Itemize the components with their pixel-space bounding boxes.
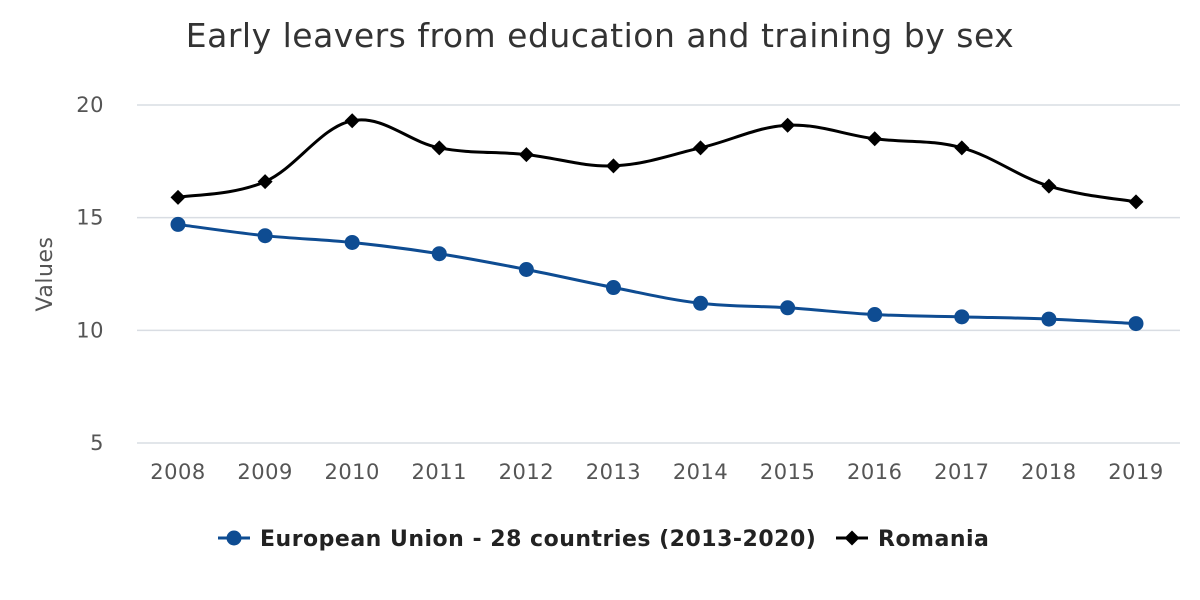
series-group bbox=[170, 113, 1144, 332]
data-point[interactable] bbox=[954, 140, 970, 156]
legend-label: Romania bbox=[878, 527, 989, 552]
x-tick-label: 2015 bbox=[760, 460, 815, 484]
data-point[interactable] bbox=[1128, 316, 1144, 332]
data-point[interactable] bbox=[1041, 178, 1057, 194]
legend-item[interactable]: Romania bbox=[836, 527, 989, 552]
data-point[interactable] bbox=[780, 300, 796, 316]
x-tick-label: 2009 bbox=[237, 460, 292, 484]
data-point[interactable] bbox=[693, 140, 709, 156]
data-point[interactable] bbox=[257, 174, 273, 190]
data-point[interactable] bbox=[344, 113, 360, 129]
data-point[interactable] bbox=[518, 261, 534, 277]
data-point[interactable] bbox=[867, 307, 883, 323]
x-tick-label: 2018 bbox=[1021, 460, 1076, 484]
y-tick-label: 10 bbox=[76, 318, 104, 342]
x-tick-label: 2017 bbox=[934, 460, 989, 484]
y-axis-ticks: 5 10 15 20 bbox=[76, 93, 104, 455]
y-tick-label: 20 bbox=[76, 93, 104, 117]
x-axis-ticks: 2008 2009 2010 2011 2012 2013 2014 2015 2016 2017… bbox=[150, 460, 1163, 484]
series-romania bbox=[170, 113, 1144, 210]
x-tick-label: 2014 bbox=[673, 460, 728, 484]
data-point[interactable] bbox=[518, 147, 534, 163]
data-point[interactable] bbox=[954, 309, 970, 325]
data-point[interactable] bbox=[257, 228, 273, 244]
data-point[interactable] bbox=[780, 117, 796, 133]
legend-item[interactable]: European Union - 28 countries (2013-2020… bbox=[218, 527, 816, 552]
data-point[interactable] bbox=[605, 158, 621, 174]
legend-marker[interactable] bbox=[226, 530, 242, 546]
data-point[interactable] bbox=[1041, 311, 1057, 327]
legend-marker[interactable] bbox=[844, 530, 860, 546]
x-tick-label: 2011 bbox=[412, 460, 467, 484]
x-tick-label: 2008 bbox=[150, 460, 205, 484]
x-tick-label: 2013 bbox=[586, 460, 641, 484]
data-point[interactable] bbox=[344, 234, 360, 250]
data-point[interactable] bbox=[1128, 194, 1144, 210]
series-line[interactable] bbox=[177, 222, 1137, 326]
y-axis-label: Values bbox=[33, 237, 58, 312]
series-line[interactable] bbox=[177, 118, 1137, 204]
x-tick-label: 2016 bbox=[847, 460, 902, 484]
gridlines bbox=[137, 104, 1180, 444]
y-tick-label: 5 bbox=[90, 431, 104, 455]
series-eu28 bbox=[170, 216, 1144, 332]
y-tick-label: 15 bbox=[76, 206, 104, 230]
data-point[interactable] bbox=[693, 295, 709, 311]
data-point[interactable] bbox=[605, 280, 621, 296]
data-point[interactable] bbox=[431, 140, 447, 156]
x-tick-label: 2012 bbox=[499, 460, 554, 484]
legend-label: European Union - 28 countries (2013-2020… bbox=[260, 527, 816, 552]
data-point[interactable] bbox=[170, 216, 186, 232]
data-point[interactable] bbox=[431, 246, 447, 262]
data-point[interactable] bbox=[170, 189, 186, 205]
legend: European Union - 28 countries (2013-2020… bbox=[218, 527, 989, 552]
data-point[interactable] bbox=[867, 131, 883, 147]
x-tick-label: 2019 bbox=[1108, 460, 1163, 484]
chart-title: Early leavers from education and trainin… bbox=[186, 16, 1014, 55]
x-tick-label: 2010 bbox=[324, 460, 379, 484]
